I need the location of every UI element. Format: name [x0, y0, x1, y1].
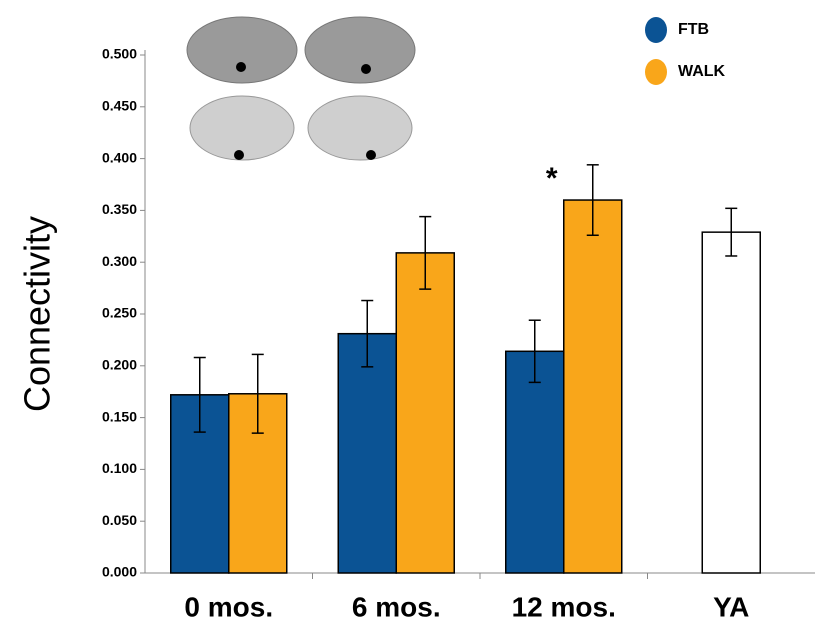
brain-medial-right	[307, 95, 413, 161]
error-bar	[361, 299, 374, 368]
error-bar	[725, 207, 738, 257]
brain-images	[186, 16, 416, 161]
bar	[395, 252, 455, 574]
brain-lateral-left	[186, 16, 298, 84]
y-tick-label: 0.350	[102, 201, 137, 217]
legend-marker	[645, 17, 667, 43]
brain-dot	[366, 150, 376, 160]
legend-marker	[645, 59, 667, 85]
y-tick-label: 0.000	[102, 564, 137, 580]
brain-dot	[236, 62, 246, 72]
annotation: *	[546, 162, 558, 195]
y-tick-label: 0.500	[102, 46, 137, 62]
y-axis-label: Connectivity	[17, 216, 58, 412]
bar	[505, 350, 565, 574]
error-bar	[586, 164, 599, 237]
brain-dot	[234, 150, 244, 160]
x-tick-label: 6 mos.	[352, 591, 441, 622]
x-tick-label: 12 mos.	[512, 591, 616, 622]
y-tick-label: 0.450	[102, 98, 137, 114]
y-tick-label: 0.050	[102, 512, 137, 528]
error-bar	[419, 215, 432, 290]
x-tick-label: 0 mos.	[184, 591, 273, 622]
brain-dot	[361, 64, 371, 74]
legend-label: WALK	[678, 63, 726, 80]
y-tick-label: 0.100	[102, 460, 137, 476]
y-tick-label: 0.200	[102, 357, 137, 373]
bar	[701, 231, 761, 574]
bar	[563, 199, 623, 574]
error-bar	[528, 319, 541, 384]
x-tick-label: YA	[713, 591, 749, 622]
brain-medial-left	[189, 95, 295, 161]
y-tick-label: 0.300	[102, 253, 137, 269]
legend-label: FTB	[678, 21, 709, 38]
error-bar	[193, 356, 206, 433]
brain-lateral-right	[304, 16, 416, 84]
y-tick-label: 0.250	[102, 305, 137, 321]
error-bar	[251, 353, 264, 434]
y-tick-label: 0.150	[102, 408, 137, 424]
y-tick-label: 0.400	[102, 149, 137, 165]
bar	[337, 332, 397, 574]
